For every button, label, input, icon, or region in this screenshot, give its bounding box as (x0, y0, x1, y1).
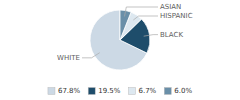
leader-line (82, 53, 100, 58)
leader-line (125, 7, 159, 16)
legend-swatch (164, 88, 171, 95)
slice-labels: WHITE BLACK HISPANICASIAN (57, 3, 193, 62)
legend-item: 67.8% (48, 87, 81, 95)
legend-item: 6.7% (128, 87, 156, 95)
legend-label: 67.8% (58, 87, 81, 95)
legend-swatch (48, 88, 55, 95)
legend-label: 6.0% (174, 87, 192, 95)
legend-item: 6.0% (164, 87, 192, 95)
slices (90, 10, 150, 70)
legend-swatch (88, 88, 95, 95)
chart: WHITE BLACK HISPANICASIAN 67.8% 19.5% 6.7% 6.0… (0, 0, 240, 100)
leader-line (144, 35, 158, 37)
leader-line (133, 16, 158, 20)
slice-label: ASIAN (160, 3, 181, 11)
slice-label: HISPANIC (160, 12, 193, 20)
legend: 67.8% 19.5% 6.7% 6.0% (48, 87, 192, 95)
legend-label: 6.7% (138, 87, 156, 95)
pie-slice (120, 10, 131, 40)
legend-swatch (128, 88, 135, 95)
slice-label: BLACK (160, 31, 183, 39)
legend-label: 19.5% (98, 87, 121, 95)
slice-label: WHITE (57, 54, 80, 62)
legend-item: 19.5% (88, 87, 121, 95)
